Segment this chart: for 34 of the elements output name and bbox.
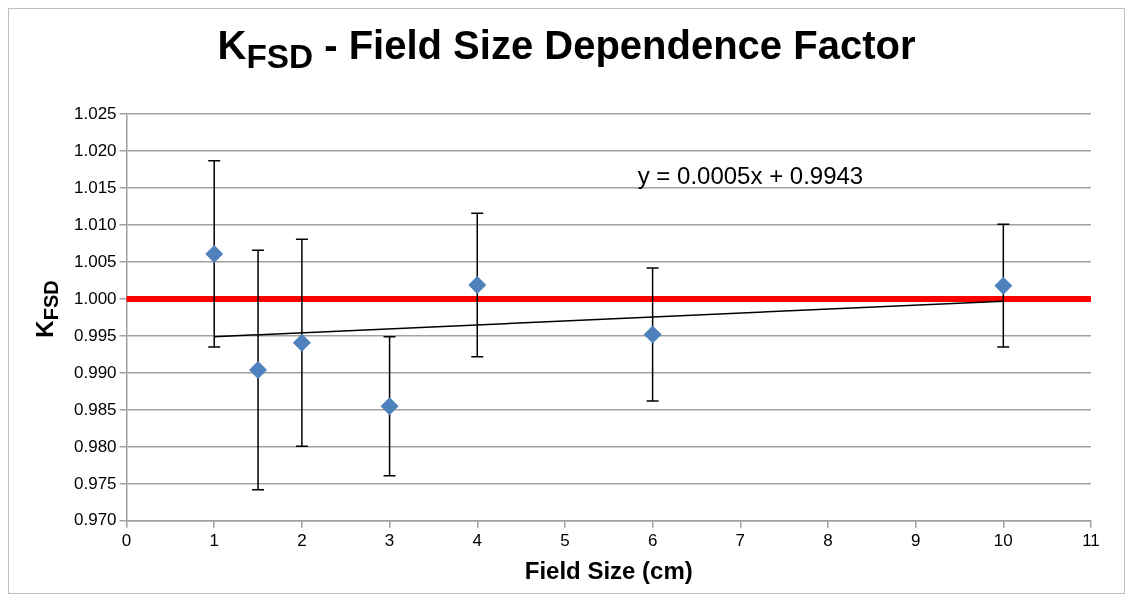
y-tick-label: 0.980 [73, 436, 117, 456]
point [249, 360, 268, 379]
y-tick-label: 1.005 [73, 251, 117, 271]
x-tick-label: 10 [993, 530, 1013, 550]
chart-title: K$_{FSD}$ - Field Size Dependence Factor [216, 23, 917, 76]
y-tick-label: 1.025 [73, 103, 117, 123]
y-tick-label: 1.000 [73, 288, 117, 308]
y-tick-label: 1.015 [73, 177, 117, 197]
x-tick-label: 7 [735, 530, 746, 550]
x-tick-label: 0 [121, 530, 132, 550]
point [380, 397, 399, 416]
point [292, 333, 311, 352]
x-tick-label: 5 [560, 530, 570, 550]
y-tick-label: 0.990 [73, 362, 117, 382]
x-tick-label: 9 [910, 530, 921, 550]
point [994, 276, 1013, 295]
x-tick-label: 2 [297, 530, 307, 550]
x-tick-label: 8 [823, 530, 833, 550]
x-tick-label: 11 [1082, 530, 1100, 550]
y-tick-label: 1.020 [73, 140, 117, 160]
x-tick-label: 6 [647, 530, 658, 550]
y-tick-label: 0.975 [73, 473, 117, 493]
y-tick-label: 1.010 [73, 214, 117, 234]
x-tick-label: 4 [472, 530, 482, 550]
point [643, 325, 662, 344]
y-tick-label: 0.985 [73, 399, 117, 419]
x-axis-title: Field Size (cm) [524, 557, 693, 585]
x-tick-label: 3 [384, 530, 395, 550]
point [468, 275, 487, 294]
annotation: y = 0.0005x + 0.9943 [637, 161, 864, 189]
y-tick-label: 0.970 [73, 510, 117, 530]
point [205, 244, 224, 263]
y-tick-label: 0.995 [73, 325, 117, 345]
x-tick-label: 1 [209, 530, 219, 550]
